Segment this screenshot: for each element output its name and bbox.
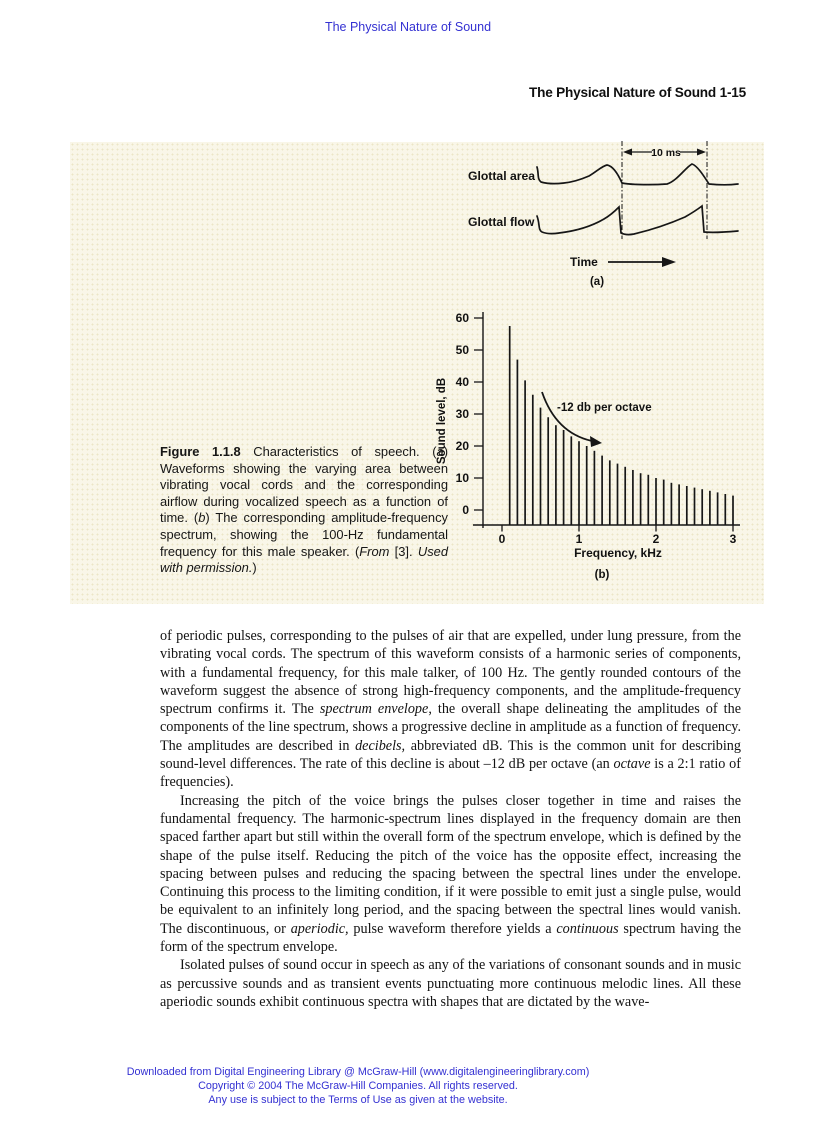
body-paragraph: Increasing the pitch of the voice brings… xyxy=(160,792,741,957)
text-segment: Isolated pulses of sound occur in speech… xyxy=(160,957,741,1010)
text-segment: Increasing the pitch of the voice brings… xyxy=(160,792,741,937)
footer: Downloaded from Digital Engineering Libr… xyxy=(60,1065,656,1108)
text-segment: Figure 1.1.8 xyxy=(160,444,241,459)
glottal-area-label: Glottal area xyxy=(468,169,536,183)
x-tick-label: 3 xyxy=(730,532,737,546)
x-tick-label: 2 xyxy=(653,532,660,546)
x-axis-label: Frequency, kHz xyxy=(574,546,662,560)
text-segment: ) Waveforms showing the varying area bet… xyxy=(160,444,448,526)
y-tick-label: 30 xyxy=(456,407,470,421)
footer-terms-line: Any use is subject to the Terms of Use a… xyxy=(208,1094,508,1107)
top-header-link[interactable]: The Physical Nature of Sound xyxy=(324,20,492,34)
y-tick-label: 60 xyxy=(456,311,470,325)
footer-link-line[interactable]: Downloaded from Digital Engineering Libr… xyxy=(126,1066,590,1078)
text-segment: ) The corresponding amplitude-frequency … xyxy=(160,510,448,559)
y-axis-label: Sound level, dB xyxy=(436,378,448,464)
figure-panel-a: 10 ms Time (a) xyxy=(536,141,739,288)
footer-copyright-line: Copyright © 2004 The McGraw-Hill Compani… xyxy=(198,1080,518,1093)
duration-label: 10 ms xyxy=(651,147,681,159)
text-segment: ) xyxy=(252,560,257,576)
text-segment: , the overall shape delineating the ampl… xyxy=(160,701,741,754)
time-label: Time xyxy=(570,255,598,269)
text-segment: of periodic pulses, corresponding to the… xyxy=(160,628,741,718)
body-paragraph: Isolated pulses of sound occur in speech… xyxy=(160,956,741,1011)
panel-a-tag: (a) xyxy=(590,276,604,288)
figure-caption: Figure 1.1.8 Characteristics of speech. … xyxy=(160,444,448,577)
body-paragraph: of periodic pulses, corresponding to the… xyxy=(160,627,741,792)
text-segment: decibels, xyxy=(355,737,406,754)
x-tick-label: 0 xyxy=(499,532,506,546)
text-segment: pulse waveform therefore yields a xyxy=(348,920,557,937)
glottal-flow-waveform xyxy=(536,204,739,236)
y-tick-label: 0 xyxy=(462,503,469,517)
text-segment: b xyxy=(198,510,206,526)
text-segment: continuous xyxy=(556,920,619,937)
figure-block xyxy=(70,142,764,604)
glottal-area-waveform xyxy=(536,163,739,186)
duration-arrowhead-left-icon xyxy=(623,148,632,156)
duration-arrowhead-right-icon xyxy=(697,148,706,156)
slope-annotation: -12 db per octave xyxy=(557,402,652,414)
text-segment: is a 2:1 ratio of frequencies). xyxy=(160,756,741,791)
y-tick-label: 40 xyxy=(456,375,470,389)
glottal-flow-label: Glottal flow xyxy=(468,215,535,229)
slope-arrow-curve xyxy=(541,391,593,442)
text-segment: aperiodic, xyxy=(290,920,349,937)
text-segment: Characteristics of speech. ( xyxy=(240,444,437,459)
text-segment: From xyxy=(359,543,390,559)
panel-b-tag: (b) xyxy=(595,569,610,581)
time-arrowhead-icon xyxy=(662,257,676,267)
y-tick-label: 20 xyxy=(456,439,470,453)
body-text: of periodic pulses, corresponding to the… xyxy=(160,627,741,1011)
text-segment: abbreviated dB. This is the common unit … xyxy=(160,737,741,773)
y-tick-label: 50 xyxy=(456,343,470,357)
spectrum-chart: 0 10 20 30 40 50 60 0 1 2 3 Sound level, dB Freque… xyxy=(436,311,740,581)
text-segment: a xyxy=(436,444,444,459)
running-head: The Physical Nature of Sound 1-15 xyxy=(529,85,746,100)
text-segment: Used with permission. xyxy=(160,543,449,576)
slope-arrowhead-icon xyxy=(590,436,602,447)
x-tick-label: 1 xyxy=(576,532,583,546)
text-segment: [3]. xyxy=(389,543,418,559)
text-segment: spectrum envelope xyxy=(319,701,429,718)
text-segment: octave xyxy=(613,756,651,773)
y-tick-label: 10 xyxy=(456,471,470,485)
chart-bars-and-ticks: 0 10 20 30 40 50 60 0 1 2 3 xyxy=(456,311,737,546)
text-segment: spectrum having the form of the spectrum… xyxy=(160,920,742,956)
